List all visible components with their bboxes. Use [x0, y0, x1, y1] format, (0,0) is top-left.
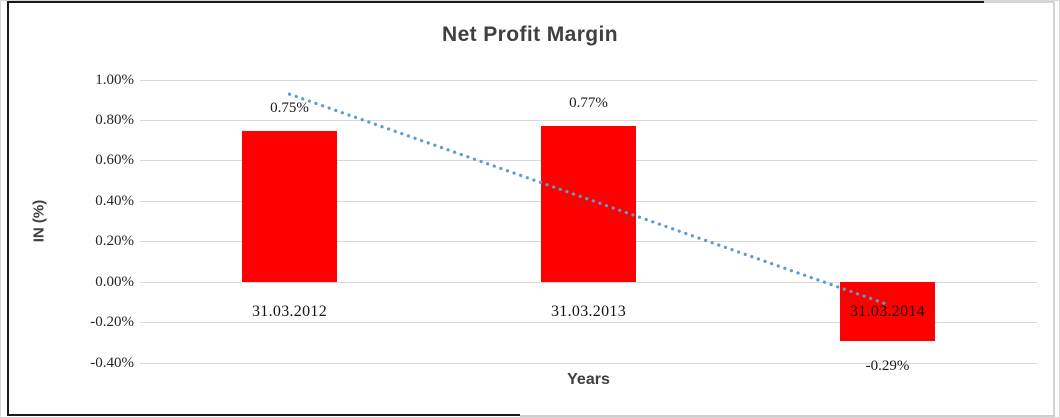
y-tick-label: 0.60% — [95, 152, 134, 169]
chart-border-right — [1053, 1, 1055, 416]
data-label: 0.75% — [270, 99, 309, 116]
chart-border-bottom-right — [520, 415, 1055, 417]
category-label: 31.03.2012 — [252, 303, 327, 321]
gridline — [140, 119, 1037, 121]
y-axis-title: IN (%) — [30, 199, 48, 243]
y-tick-label: 0.80% — [95, 111, 134, 128]
y-tick-label: 1.00% — [95, 71, 134, 88]
y-tick-label: 0.40% — [95, 192, 134, 209]
y-tick-label: -0.40% — [90, 354, 134, 371]
bar — [242, 130, 337, 283]
bar — [541, 126, 636, 283]
chart-border-bottom-left — [7, 414, 520, 416]
chart-border-top — [7, 1, 984, 3]
data-label: 0.77% — [569, 95, 608, 112]
gridline — [140, 362, 1037, 364]
gridline — [140, 322, 1037, 324]
chart-border-top-right — [984, 1, 1055, 3]
data-label: -0.29% — [865, 357, 910, 374]
category-label: 31.03.2014 — [850, 303, 925, 321]
x-axis-title: Years — [567, 371, 610, 388]
chart-title: Net Profit Margin — [442, 23, 618, 46]
gridline — [140, 79, 1037, 81]
chart-border-left — [7, 1, 9, 416]
category-label: 31.03.2013 — [551, 303, 626, 321]
y-tick-label: 0.20% — [95, 233, 134, 250]
y-tick-label: -0.20% — [90, 314, 134, 331]
y-tick-label: 0.00% — [95, 273, 134, 290]
